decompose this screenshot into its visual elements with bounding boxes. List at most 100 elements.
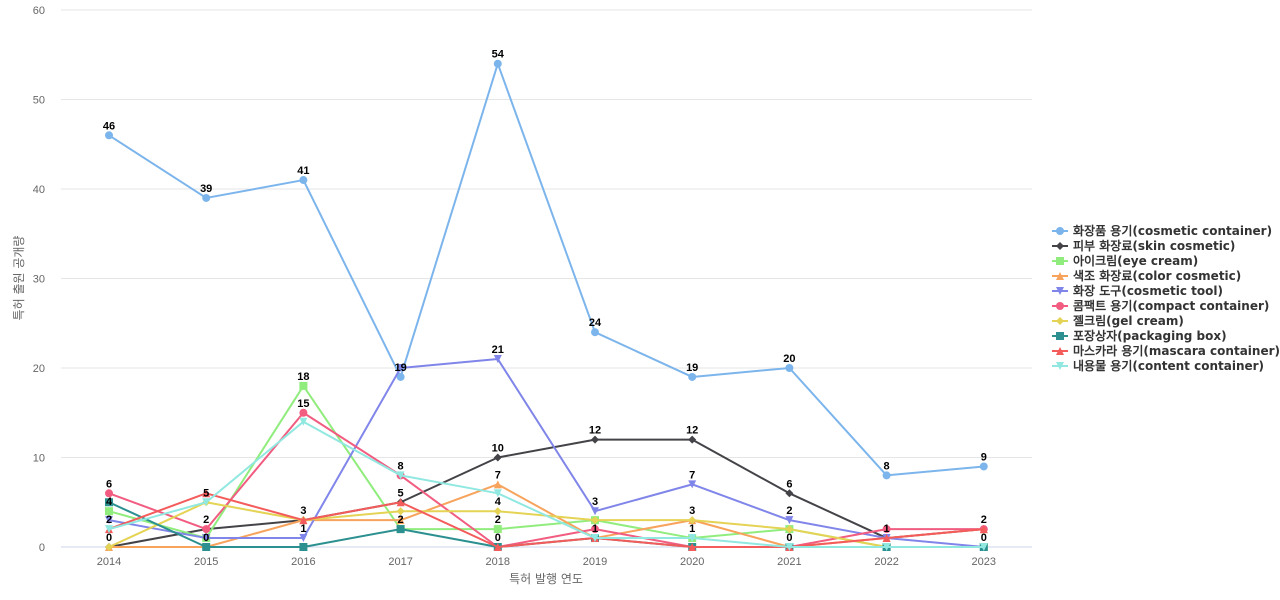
series-group (105, 59, 988, 551)
legend-item[interactable]: 색조 화장료(color cosmetic) (1052, 268, 1241, 283)
data-label: 4 (106, 496, 113, 508)
data-point (299, 417, 308, 426)
legend-item[interactable]: 내용물 용기(content container) (1052, 358, 1264, 373)
series-2 (105, 435, 988, 551)
data-point (591, 328, 599, 337)
data-label: 46 (103, 120, 115, 132)
legend-symbol (1056, 332, 1064, 340)
data-label: 2 (786, 505, 792, 517)
data-point (493, 543, 502, 551)
legend-item[interactable]: 포장상자(packaging box) (1052, 328, 1227, 343)
data-point (299, 543, 308, 551)
legend-symbol (1056, 242, 1064, 250)
legend-label: 콤팩트 용기(compact container) (1073, 298, 1269, 313)
data-point (396, 471, 405, 480)
data-point (299, 176, 308, 185)
data-point (202, 489, 211, 498)
data-point (688, 516, 697, 525)
data-point (299, 534, 308, 543)
data-point (785, 543, 794, 551)
legend-item[interactable]: 아이크림(eye cream) (1052, 253, 1198, 268)
y-tick-label: 50 (33, 95, 45, 107)
x-tick-label: 2017 (388, 556, 412, 568)
x-tick-label: 2020 (680, 556, 704, 568)
grid (61, 9, 1032, 548)
legend-label: 내용물 용기(content container) (1073, 358, 1264, 373)
data-label: 7 (495, 469, 501, 481)
y-tick-label: 0 (39, 542, 45, 554)
legend-label: 화장 도구(cosmetic tool) (1073, 283, 1223, 298)
y-axis-ticks: 0 10 20 30 40 50 60 (33, 5, 45, 554)
x-tick-label: 2023 (972, 556, 996, 568)
data-point (785, 525, 794, 534)
data-label: 15 (297, 398, 309, 410)
data-point (493, 480, 502, 489)
legend-item[interactable]: 마스카라 용기(mascara container) (1052, 343, 1280, 358)
x-tick-label: 2015 (194, 556, 218, 568)
data-label: 10 (492, 443, 504, 455)
legend-symbol (1056, 272, 1064, 280)
y-tick-label: 60 (33, 5, 45, 17)
series-9 (105, 489, 988, 551)
data-point (979, 525, 988, 534)
data-point (882, 543, 891, 551)
data-label: 0 (786, 532, 792, 544)
data-point (202, 525, 211, 534)
data-point (493, 59, 502, 68)
data-label: 7 (689, 469, 695, 481)
x-tick-label: 2018 (486, 556, 510, 568)
y-tick-label: 10 (33, 453, 45, 465)
data-point (202, 543, 211, 551)
x-tick-label: 2021 (777, 556, 801, 568)
legend-label: 아이크림(eye cream) (1073, 253, 1198, 268)
data-label: 2 (106, 514, 112, 526)
legend[interactable]: 화장품 용기(cosmetic container)피부 화장료(skin co… (1052, 223, 1280, 373)
data-label: 4 (495, 496, 502, 508)
legend-label: 화장품 용기(cosmetic container) (1073, 223, 1272, 238)
y-axis-title: 특허 출원 공개량 (12, 236, 26, 321)
data-point (202, 498, 211, 507)
series-line (108, 438, 984, 548)
data-label: 2 (981, 514, 987, 526)
data-point (493, 525, 502, 534)
data-point (979, 462, 988, 471)
data-label: 12 (589, 425, 601, 437)
series-6 (105, 408, 988, 551)
data-label: 0 (106, 532, 112, 544)
data-point (396, 364, 405, 372)
series-line (108, 62, 984, 477)
legend-item[interactable]: 젤크림(gel cream) (1052, 314, 1184, 328)
series-1 (105, 59, 988, 480)
data-point (591, 516, 599, 525)
legend-label: 젤크림(gel cream) (1073, 314, 1184, 328)
data-point (688, 480, 697, 489)
data-point (493, 489, 502, 498)
legend-item[interactable]: 화장품 용기(cosmetic container) (1052, 223, 1272, 238)
legend-item[interactable]: 콤팩트 용기(compact container) (1052, 298, 1269, 313)
data-point (493, 507, 502, 516)
data-label: 2 (203, 514, 209, 526)
data-label: 3 (300, 505, 306, 517)
series-line (108, 358, 984, 548)
data-point (785, 364, 794, 372)
x-axis-title: 특허 발행 연도 (509, 571, 583, 586)
legend-label: 포장상자(packaging box) (1073, 328, 1227, 343)
legend-item[interactable]: 화장 도구(cosmetic tool) (1052, 283, 1223, 298)
data-label: 2 (495, 514, 501, 526)
data-point (105, 498, 113, 507)
data-point (299, 516, 308, 525)
y-tick-label: 40 (33, 184, 45, 196)
data-label: 0 (981, 532, 987, 544)
data-label: 1 (884, 523, 890, 535)
data-label: 19 (686, 362, 698, 374)
data-label: 21 (492, 344, 504, 356)
x-tick-label: 2019 (583, 556, 607, 568)
data-label: 8 (398, 460, 404, 472)
data-point (591, 507, 599, 516)
data-point (105, 507, 113, 516)
legend-item[interactable]: 피부 화장료(skin cosmetic) (1052, 238, 1235, 253)
legend-label: 마스카라 용기(mascara container) (1073, 343, 1280, 358)
data-point (396, 498, 405, 507)
data-point (591, 525, 599, 534)
